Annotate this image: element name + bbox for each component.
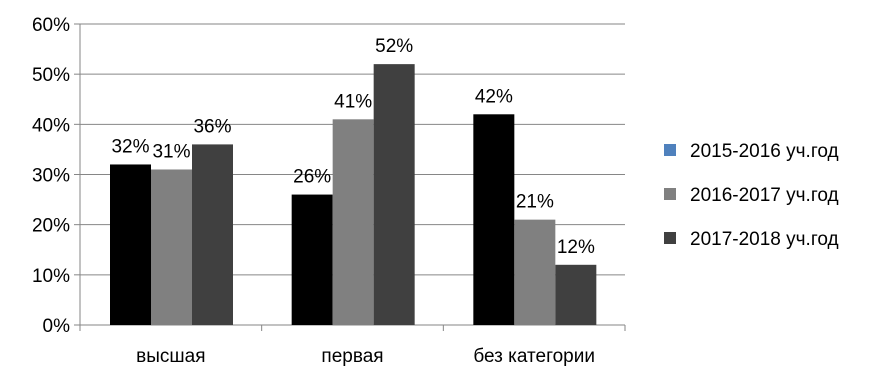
y-tick-label: 10% [32, 266, 70, 287]
legend-label: 2016-2017 уч.год [690, 185, 839, 206]
data-label: 21% [516, 192, 554, 213]
legend-label: 2017-2018 уч.год [690, 229, 839, 250]
legend: 2015-2016 уч.год 2016-2017 уч.год 2017-201… [664, 141, 839, 250]
bar [473, 114, 515, 325]
data-labels: 32% 26% 42% 31% 41% 21% 36% 52% 12% [111, 36, 594, 258]
data-label: 52% [375, 36, 413, 57]
data-label: 26% [293, 167, 331, 188]
x-axis: высшая первая без категории [79, 324, 626, 367]
y-tick-label: 50% [32, 65, 70, 86]
y-tick-label: 20% [32, 216, 70, 237]
category-label: высшая [136, 346, 205, 367]
data-label: 31% [152, 141, 190, 162]
category-label: первая [321, 346, 383, 367]
y-tick-label: 30% [32, 166, 70, 187]
bar [192, 144, 233, 325]
y-tick-label: 40% [32, 115, 70, 136]
data-label: 12% [557, 237, 595, 258]
data-label: 32% [111, 136, 149, 157]
bar [291, 194, 333, 325]
bar [110, 164, 151, 325]
data-label: 36% [193, 116, 231, 137]
bar [373, 64, 415, 325]
data-label: 42% [475, 86, 513, 107]
y-tick-label: 0% [43, 316, 71, 337]
legend-swatch [664, 232, 676, 244]
y-axis: 0% 10% 20% 30% 40% 50% 60% [32, 15, 81, 337]
legend-swatch [664, 144, 676, 156]
bar [332, 119, 374, 325]
data-label: 41% [334, 91, 372, 112]
bars [110, 64, 597, 325]
legend-label: 2015-2016 уч.год [690, 141, 839, 162]
legend-swatch [664, 188, 676, 200]
y-tick-label: 60% [32, 15, 70, 36]
bar [555, 264, 597, 325]
category-label: без категории [473, 346, 595, 367]
bar [151, 169, 192, 325]
bar [514, 219, 556, 325]
